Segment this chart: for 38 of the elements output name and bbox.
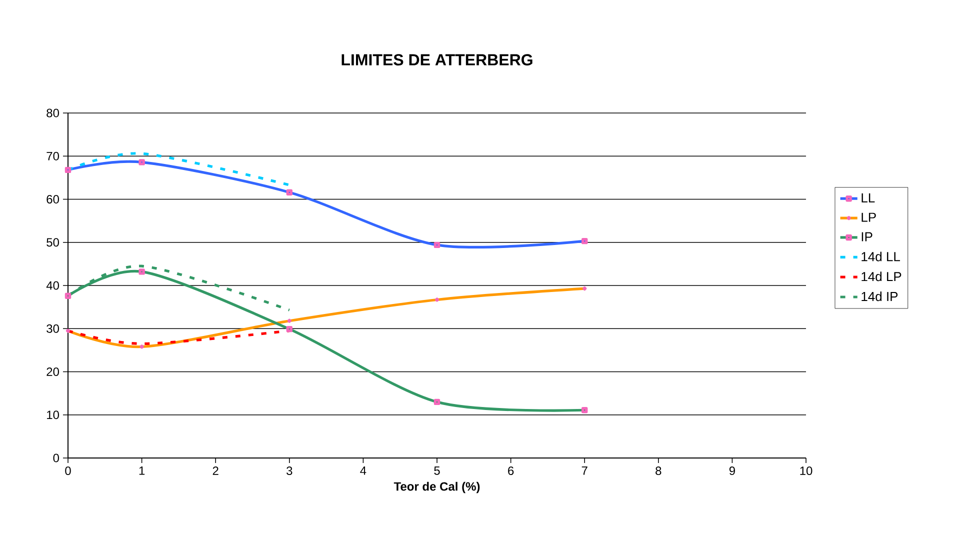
x-tick-label: 4 [360, 466, 366, 475]
x-tick-label: 8 [656, 466, 662, 476]
legend-label: 14d LP [862, 272, 902, 282]
legend-label: IP [862, 232, 872, 242]
point [138, 268, 145, 275]
point [138, 159, 145, 166]
point [582, 407, 588, 414]
legend-label: 14d LL [862, 252, 900, 262]
y-tick-label: 0 [53, 454, 60, 462]
x-tick-label: 10 [800, 466, 812, 476]
point [434, 242, 440, 248]
y-tick-label: 40 [46, 281, 59, 290]
x-tick-label: 9 [729, 466, 735, 476]
y-tick-label: 70 [46, 152, 59, 160]
x-tick-label: 3 [286, 466, 292, 476]
point [64, 292, 72, 299]
point [286, 326, 292, 332]
point [434, 398, 440, 406]
point [582, 238, 588, 244]
y-tick-label: 50 [46, 238, 59, 247]
y-tick-label: 30 [46, 324, 59, 333]
x-tick-label: 1 [139, 466, 145, 475]
legend-label: LP [862, 212, 876, 222]
point [286, 189, 292, 196]
y-tick-label: 80 [46, 108, 59, 118]
x-tick-label: 0 [65, 466, 71, 476]
x-tick-label: 6 [508, 466, 514, 476]
x-tick-label: 5 [434, 466, 440, 475]
y-tick-label: 20 [46, 368, 59, 376]
chart-title: LIMITES DE ATTERBERG [342, 54, 532, 66]
y-tick-label: 60 [46, 195, 59, 204]
legend-label: 14d IP [862, 292, 898, 302]
x-axis-title: Teor de Cal (%) [394, 482, 480, 494]
y-tick-label: 10 [47, 410, 59, 420]
x-tick-label: 7 [582, 466, 588, 475]
x-tick-label: 2 [212, 466, 218, 475]
point [64, 166, 72, 174]
legend-label: LL [862, 193, 875, 202]
